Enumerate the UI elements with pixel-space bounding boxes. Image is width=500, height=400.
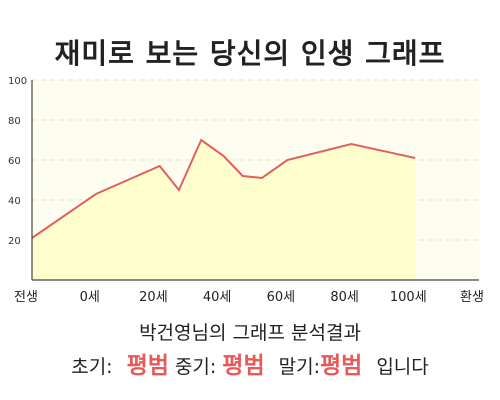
x-tick-label: 80세 [330, 290, 359, 305]
early-value: 평범 [126, 353, 169, 379]
y-tick-label: 80 [8, 116, 21, 127]
y-tick-label: 100 [8, 76, 27, 87]
x-tick-labels: 전생 0세 20세 40세 60세 80세 100세 환생 [14, 290, 484, 305]
life-graph-chart: 20 40 60 80 100 전생 0세 20세 40세 60세 80세 100세 환생 [8, 76, 484, 305]
x-tick-label: 환생 [460, 290, 484, 305]
chart-title: 재미로 보는 당신의 인생 그래프 [54, 37, 446, 70]
y-tick-label: 60 [8, 156, 21, 167]
x-tick-label: 60세 [267, 290, 296, 305]
y-tick-labels: 20 40 60 80 100 [8, 76, 27, 247]
x-tick-label: 40세 [203, 290, 232, 305]
y-tick-label: 40 [8, 196, 21, 207]
x-tick-label: 100세 [390, 290, 427, 305]
axes [31, 80, 479, 281]
late-value: 평범 [320, 353, 363, 379]
result-suffix: 입니다 [376, 356, 429, 378]
mid-value: 평범 [222, 353, 265, 379]
y-tick-label: 20 [8, 236, 21, 247]
life-area-fill [32, 140, 416, 280]
life-line [31, 138, 416, 239]
x-tick-label: 전생 [14, 290, 38, 305]
x-tick-label: 0세 [80, 290, 100, 305]
mid-label: 중기: [174, 356, 217, 378]
result-title: 박건영님의 그래프 분석결과 [139, 322, 361, 344]
x-tick-label: 20세 [139, 290, 168, 305]
late-label: 말기: [278, 356, 320, 378]
early-label: 초기: [71, 356, 113, 378]
result-summary: 초기: 평범 중기: 평범 말기:평범 입니다 [0, 346, 500, 380]
